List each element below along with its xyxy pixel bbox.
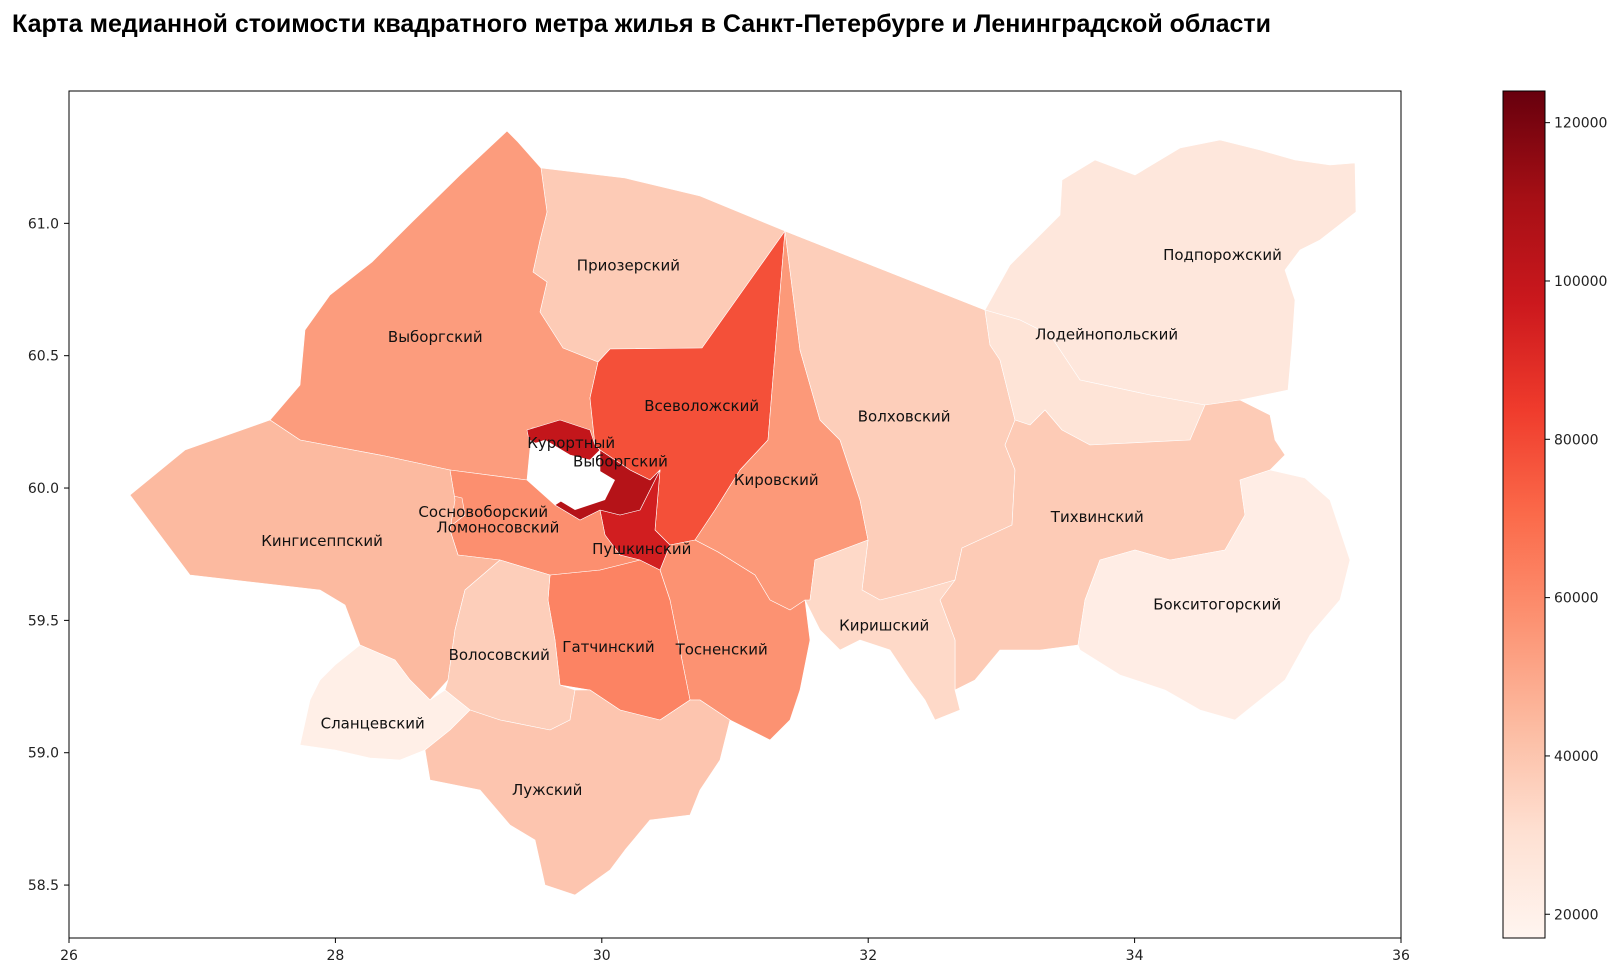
region-label: Гатчинский: [562, 638, 654, 656]
region-label: Ломоносовский: [436, 519, 559, 537]
y-axis-ticks: 58.5 59.0 59.5 60.0 60.5 61.0: [28, 216, 69, 894]
region-boksitogorsky[interactable]: [1077, 469, 1351, 721]
region-label: Лодейнопольский: [1035, 326, 1178, 344]
region-label: Волховский: [858, 408, 951, 426]
colorbar-tick-label: 120000: [1554, 116, 1607, 132]
region-label: Курортный: [527, 434, 615, 452]
colorbar-tick-label: 60000: [1554, 591, 1599, 607]
regions-layer: [129, 130, 1357, 896]
colorbar-ticks: 20000 40000 60000 80000 100000 120000: [1545, 116, 1607, 923]
region-label: Киришский: [839, 617, 929, 635]
y-tick-label: 60.0: [28, 481, 59, 497]
colorbar-tick-label: 20000: [1554, 907, 1599, 923]
region-kirishsky[interactable]: [804, 539, 961, 721]
region-luzhsky[interactable]: [424, 689, 731, 896]
region-label: Волосовский: [449, 646, 550, 664]
x-tick-label: 36: [1392, 948, 1410, 964]
region-label: Выборгский: [388, 328, 483, 346]
colorbar: [1502, 90, 1546, 939]
y-tick-label: 61.0: [28, 216, 59, 232]
region-label: Всеволожский: [644, 397, 759, 415]
region-labels: Приозерский Выборгский Всеволожский Курортн…: [261, 246, 1282, 799]
region-label: Тихвинский: [1050, 508, 1144, 526]
region-label: Сланцевский: [321, 715, 425, 733]
y-tick-label: 60.5: [28, 349, 59, 365]
region-label: Приозерский: [577, 257, 680, 275]
region-label: Кингисеппский: [261, 532, 383, 550]
page-title: Карта медианной стоимости квадратного ме…: [12, 10, 1272, 38]
region-label: Лужский: [512, 781, 582, 799]
region-label: Кировский: [734, 471, 819, 489]
colorbar-tick-label: 80000: [1554, 432, 1599, 448]
plot-frame: [68, 90, 1402, 939]
region-label: Тосненский: [675, 640, 768, 658]
region-label: Бокситогорский: [1153, 595, 1281, 613]
y-tick-label: 59.5: [28, 613, 59, 629]
colorbar-tick-label: 100000: [1554, 274, 1607, 290]
x-tick-label: 30: [593, 948, 611, 964]
colorbar-tick-label: 40000: [1554, 749, 1599, 765]
region-kurortny[interactable]: [526, 419, 601, 461]
x-tick-label: 26: [60, 948, 78, 964]
region-label: Выборгский: [573, 453, 668, 471]
region-label: Сосновоборский: [418, 503, 548, 521]
region-label: Пушкинский: [592, 540, 691, 558]
region-label: Подпорожский: [1163, 246, 1282, 264]
y-tick-label: 59.0: [28, 746, 59, 762]
x-tick-label: 34: [1126, 948, 1144, 964]
y-tick-label: 58.5: [28, 878, 59, 894]
x-tick-label: 32: [859, 948, 877, 964]
x-axis-ticks: 26 28 30 32 34 36: [60, 938, 1410, 964]
gulf-of-finland: [530, 440, 615, 510]
x-tick-label: 28: [326, 948, 344, 964]
